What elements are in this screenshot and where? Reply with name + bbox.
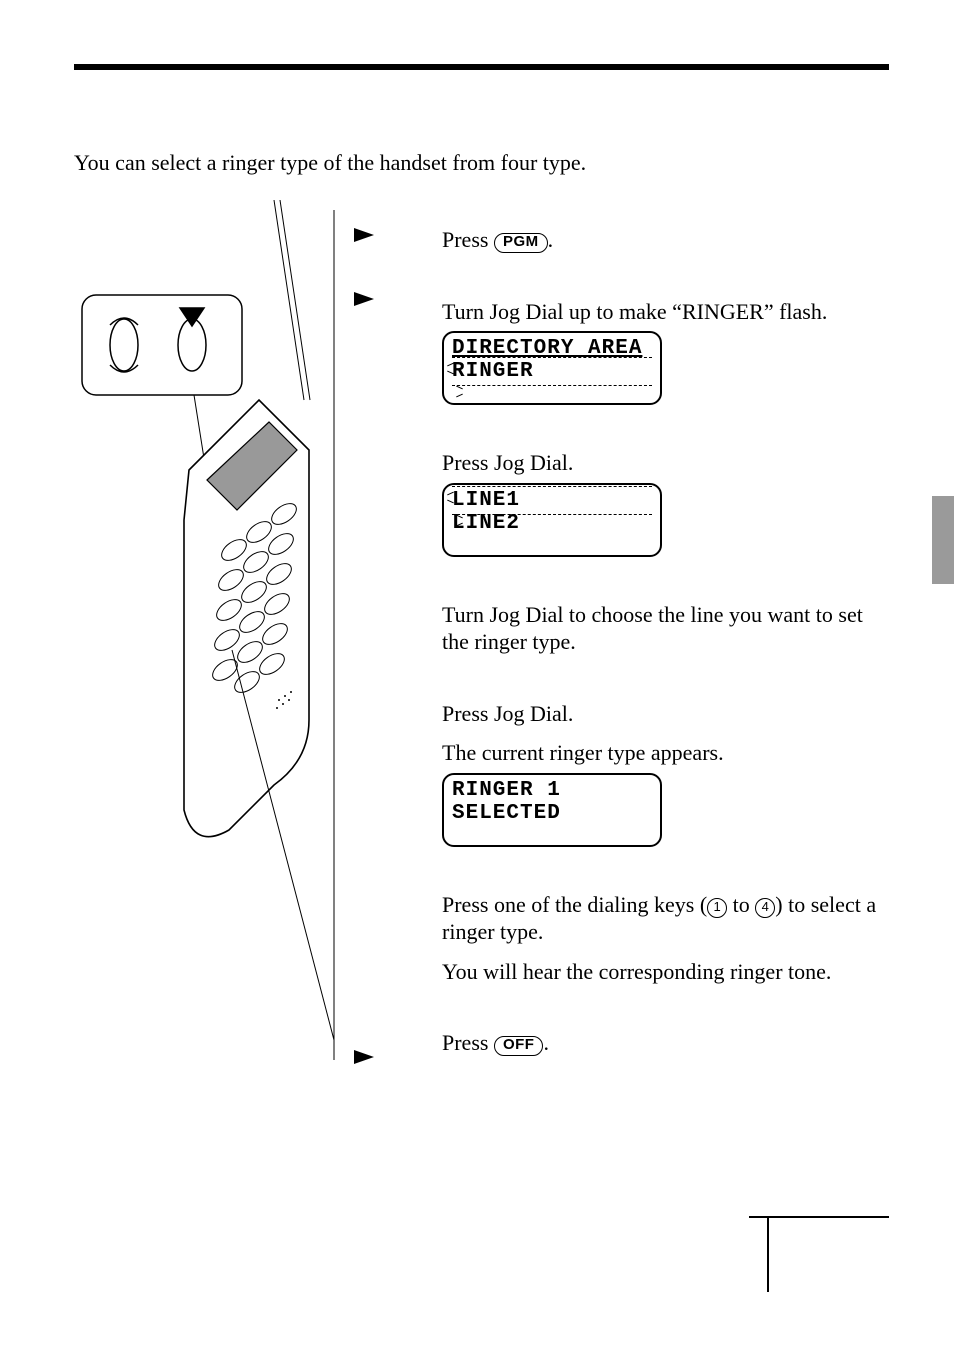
step-5a: Press Jog Dial. bbox=[442, 700, 882, 728]
key-pgm: PGM bbox=[494, 233, 548, 253]
handset-svg bbox=[74, 200, 374, 1060]
lcd-2: LINE1 LINE2 bbox=[442, 483, 662, 557]
lcd-1-line2: RINGER bbox=[452, 360, 652, 383]
corner-rule bbox=[749, 1216, 889, 1292]
step-1-text-a: Press bbox=[442, 227, 494, 252]
step-6-mid: to bbox=[727, 892, 755, 917]
key-off: OFF bbox=[494, 1036, 544, 1056]
key-1: 1 bbox=[707, 898, 727, 918]
lcd-1: DIRECTORY AREA RINGER bbox=[442, 331, 662, 405]
lcd-2-line1-rest: LINE2 bbox=[452, 512, 652, 535]
pointer-1 bbox=[354, 228, 374, 242]
lcd-3-line1: RINGER 1 bbox=[452, 779, 652, 802]
step-6: Press one of the dialing keys (1 to 4) t… bbox=[442, 891, 882, 946]
step-1: Press PGM. bbox=[442, 226, 882, 254]
step-7-b: . bbox=[543, 1030, 549, 1055]
lcd-2-line1: LINE1 LINE2 bbox=[452, 489, 652, 535]
handset-illustration bbox=[74, 200, 374, 1060]
lcd-3-line2: SELECTED bbox=[452, 802, 652, 825]
pointer-2 bbox=[354, 292, 374, 306]
manual-page: You can select a ringer type of the hand… bbox=[0, 0, 954, 1352]
intro-text: You can select a ringer type of the hand… bbox=[74, 150, 586, 176]
step-6c: You will hear the corresponding ringer t… bbox=[442, 958, 882, 986]
lcd-3: RINGER 1 SELECTED bbox=[442, 773, 662, 847]
step-6-a: Press one of the dialing keys ( bbox=[442, 892, 707, 917]
step-1-text-b: . bbox=[548, 227, 554, 252]
step-7: Press OFF. bbox=[442, 1029, 882, 1057]
corner-rule-v bbox=[767, 1216, 769, 1292]
step-3: Press Jog Dial. bbox=[442, 449, 882, 477]
section-tab bbox=[932, 496, 954, 584]
step-7-a: Press bbox=[442, 1030, 494, 1055]
corner-rule-h bbox=[749, 1216, 889, 1218]
steps-column: Press PGM. Turn Jog Dial up to make “RIN… bbox=[442, 200, 882, 1057]
key-4: 4 bbox=[755, 898, 775, 918]
lcd-1-line2-flash: RINGER bbox=[452, 360, 652, 383]
pointer-7 bbox=[354, 1050, 374, 1064]
step-5b: The current ringer type appears. bbox=[442, 739, 882, 767]
top-rule bbox=[74, 64, 889, 70]
step-4: Turn Jog Dial to choose the line you wan… bbox=[442, 601, 882, 656]
step-2: Turn Jog Dial up to make “RINGER” flash. bbox=[442, 298, 882, 326]
lcd-2-line1-flash: LINE1 bbox=[452, 489, 652, 512]
